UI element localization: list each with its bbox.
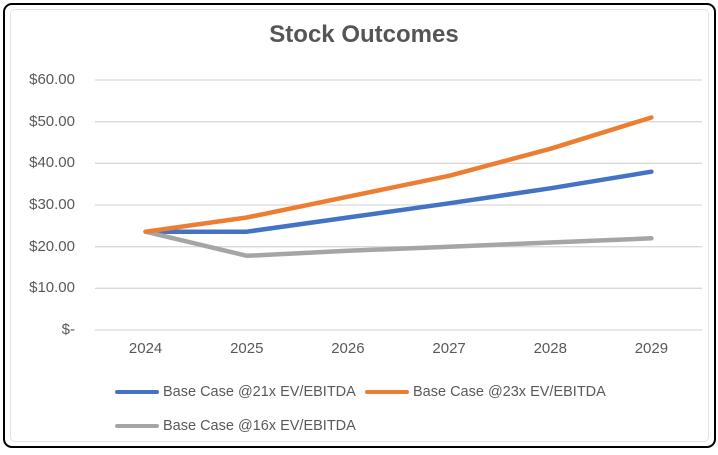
x-tick-label: 2024 xyxy=(128,340,163,357)
series-line-21x xyxy=(143,169,654,234)
x-tick-label: 2028 xyxy=(533,340,567,357)
plot-area xyxy=(95,79,702,331)
chart-frame: Stock Outcomes $60.00 $50.00 $40.00 $30.00 $… xyxy=(3,3,716,448)
x-tick-label: 2029 xyxy=(634,340,669,357)
x-tick-label: 2026 xyxy=(331,340,365,357)
y-tick-label: $30.00 xyxy=(29,196,75,213)
legend-swatch-icon xyxy=(115,389,159,395)
legend-item-16x: Base Case @16x EV/EBITDA xyxy=(115,417,356,435)
y-tick-label: $10.00 xyxy=(29,279,75,297)
legend-label: Base Case @16x EV/EBITDA xyxy=(163,418,356,434)
x-tick-label: 2027 xyxy=(432,340,466,357)
y-tick-label: $20.00 xyxy=(29,237,75,255)
chart-title: Stock Outcomes xyxy=(269,21,459,48)
legend-swatch-icon xyxy=(115,423,159,429)
y-tick-label: $60.00 xyxy=(29,71,75,88)
legend-label: Base Case @21x EV/EBITDA xyxy=(163,384,356,400)
legend-swatch-icon xyxy=(365,389,409,395)
legend-item-21x: Base Case @21x EV/EBITDA xyxy=(115,383,356,401)
x-tick-label: 2025 xyxy=(230,340,264,357)
y-tick-label: $40.00 xyxy=(29,154,75,172)
legend-label: Base Case @23x EV/EBITDA xyxy=(413,384,606,400)
series-line-16x xyxy=(143,229,654,259)
legend-item-23x: Base Case @23x EV/EBITDA xyxy=(365,383,606,401)
y-tick-label: $- xyxy=(61,321,75,338)
y-tick-label: $50.00 xyxy=(29,112,75,130)
series-line-23x xyxy=(143,115,654,234)
